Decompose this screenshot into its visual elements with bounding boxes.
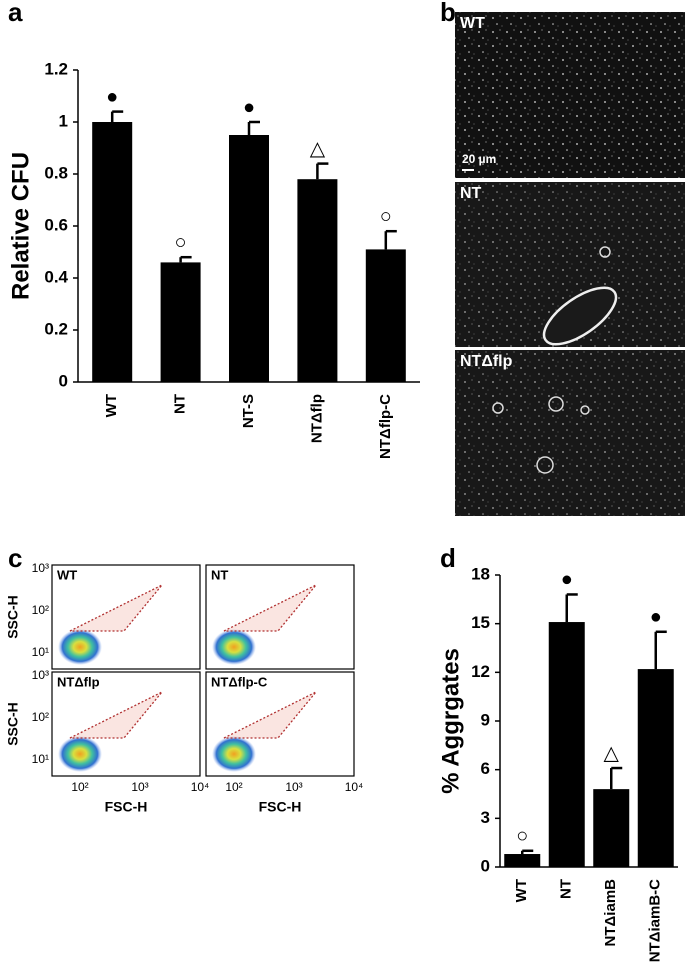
gate	[69, 691, 163, 739]
cell-population	[58, 629, 102, 665]
bar	[297, 179, 338, 382]
significance-marker: ○	[380, 205, 392, 227]
y-tick-label: 10²	[32, 603, 49, 617]
y-tick-label: 12	[471, 662, 490, 681]
panel-label: d	[440, 543, 456, 573]
y-tick-label: 10³	[32, 561, 49, 575]
bar	[160, 262, 201, 382]
aggregate	[542, 286, 618, 346]
y-tick-label: 0	[59, 371, 68, 390]
x-tick-label: NT	[558, 879, 575, 899]
x-tick-label: NTΔiamB-C	[647, 879, 664, 962]
y-tick-label: 9	[481, 710, 490, 729]
bar	[637, 669, 674, 867]
significance-marker: △	[604, 742, 620, 764]
error-bar	[654, 630, 667, 670]
cell-population	[212, 629, 256, 665]
x-tick-label: 10²	[225, 780, 242, 794]
x-tick-label: WT	[513, 879, 530, 902]
error-bar	[384, 229, 397, 250]
error-bar	[610, 766, 623, 790]
gate	[223, 584, 317, 632]
x-tick-label: 10³	[131, 780, 148, 794]
gate	[223, 691, 317, 739]
aggregate	[599, 246, 611, 258]
y-axis-label: SSC-H	[5, 702, 21, 746]
aggregate	[548, 396, 564, 412]
micrograph-label: NTΔflp	[460, 353, 513, 370]
bar	[548, 622, 585, 867]
x-tick-label: NT	[172, 394, 189, 414]
y-tick-label: 1.2	[44, 59, 68, 78]
significance-marker: ●	[561, 569, 573, 591]
panel-label: b	[440, 0, 456, 27]
x-tick-label: NTΔflp	[308, 394, 325, 443]
error-bar	[565, 593, 578, 623]
x-tick-label: 10⁴	[345, 780, 364, 794]
error-bar	[247, 120, 260, 135]
x-tick-label: NTΔflp-C	[377, 394, 394, 459]
x-tick-label: NTΔiamB	[602, 879, 619, 947]
bar	[229, 135, 269, 382]
y-tick-label: 6	[481, 759, 490, 778]
y-axis-label: SSC-H	[5, 595, 21, 639]
y-tick-label: 0.6	[44, 215, 68, 234]
gate	[69, 584, 163, 632]
plot-label: WT	[57, 567, 77, 582]
significance-marker: ○	[175, 231, 187, 253]
error-bar	[179, 255, 192, 263]
bar	[593, 789, 630, 867]
y-tick-label: 3	[481, 808, 490, 827]
x-tick-label: 10³	[285, 780, 302, 794]
bar	[504, 854, 541, 867]
error-bar	[521, 849, 534, 855]
x-tick-label: 10²	[71, 780, 88, 794]
significance-marker: ●	[650, 606, 662, 628]
x-tick-label: WT	[103, 394, 120, 417]
aggregate	[580, 405, 590, 415]
y-tick-label: 0	[481, 856, 490, 875]
y-axis-label: % Aggrgates	[437, 648, 464, 794]
scale-bar-label: 20 µm	[462, 152, 496, 166]
error-bar	[110, 110, 124, 122]
micrograph-label: NT	[460, 185, 482, 202]
bar	[365, 249, 406, 382]
y-axis-label: Relative CFU	[7, 152, 34, 300]
panel-label: c	[8, 543, 22, 573]
y-tick-label: 10¹	[32, 645, 49, 659]
y-tick-label: 18	[471, 564, 490, 583]
aggregate	[536, 456, 554, 474]
significance-marker: ●	[243, 96, 255, 118]
plot-label: NT	[211, 567, 228, 582]
significance-marker: △	[310, 138, 326, 160]
y-tick-label: 15	[471, 613, 490, 632]
plot-label: NTΔflp	[57, 674, 100, 689]
significance-marker: ○	[516, 825, 528, 847]
significance-marker: ●	[106, 86, 118, 108]
x-tick-label: NT-S	[240, 394, 257, 428]
y-tick-label: 10¹	[32, 752, 49, 766]
x-axis-label: FSC-H	[105, 799, 148, 815]
bar	[92, 122, 133, 382]
y-tick-label: 10²	[32, 710, 49, 724]
y-tick-label: 10³	[32, 668, 49, 682]
aggregate	[492, 402, 504, 414]
y-tick-label: 0.4	[44, 267, 68, 286]
x-axis-label: FSC-H	[259, 799, 302, 815]
x-tick-label: 10⁴	[191, 780, 210, 794]
error-bar	[316, 162, 329, 180]
micrograph	[455, 12, 685, 178]
cell-population	[58, 736, 102, 772]
plot-label: NTΔflp-C	[211, 674, 268, 689]
y-tick-label: 1	[59, 111, 68, 130]
cell-population	[212, 736, 256, 772]
y-tick-label: 0.8	[44, 163, 68, 182]
panel-label: a	[8, 0, 23, 27]
micrograph-texture	[455, 350, 685, 516]
y-tick-label: 0.2	[44, 319, 68, 338]
micrograph-label: WT	[460, 15, 485, 32]
